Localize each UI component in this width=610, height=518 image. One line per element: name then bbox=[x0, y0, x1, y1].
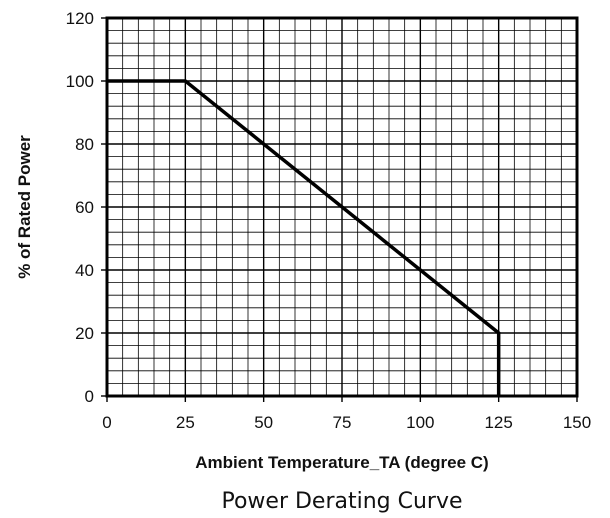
x-tick-label: 125 bbox=[484, 413, 512, 432]
series-line-1 bbox=[107, 79, 501, 396]
x-tick-label: 0 bbox=[102, 413, 111, 432]
series-layer bbox=[107, 79, 501, 396]
y-axis: 0 20 40 60 80 100 120 bbox=[66, 9, 107, 406]
x-tick-label: 50 bbox=[254, 413, 273, 432]
x-axis: 0 25 50 75 100 125 150 bbox=[102, 396, 591, 432]
x-axis-title: Ambient Temperature_TA (degree C) bbox=[195, 453, 488, 472]
chart-caption: Power Derating Curve bbox=[221, 489, 462, 514]
y-tick-label: 100 bbox=[66, 72, 94, 91]
y-tick-label: 120 bbox=[66, 9, 94, 28]
y-tick-label: 60 bbox=[75, 198, 94, 217]
y-axis-title: % of Rated Power bbox=[15, 135, 34, 279]
x-tick-label: 150 bbox=[563, 413, 591, 432]
y-tick-label: 20 bbox=[75, 324, 94, 343]
y-tick-label: 80 bbox=[75, 135, 94, 154]
x-tick-label: 25 bbox=[176, 413, 195, 432]
y-tick-label: 40 bbox=[75, 261, 94, 280]
y-tick-label: 0 bbox=[85, 387, 94, 406]
x-tick-label: 100 bbox=[406, 413, 434, 432]
x-tick-label: 75 bbox=[333, 413, 352, 432]
